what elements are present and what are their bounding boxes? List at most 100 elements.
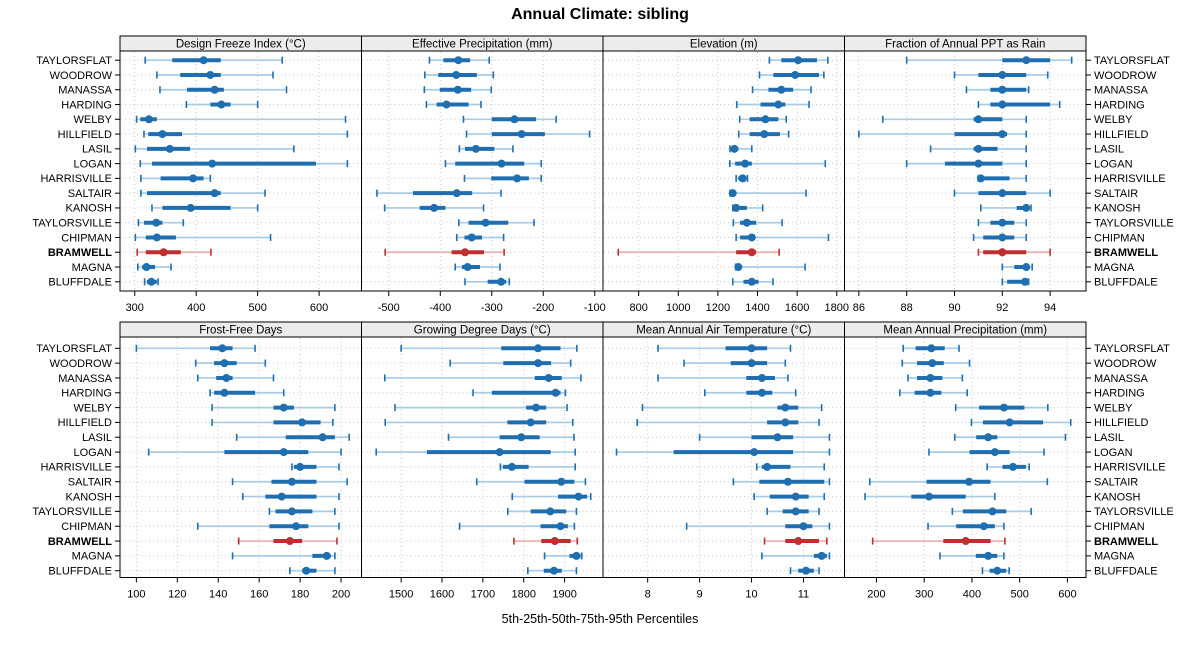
row-label-right: LOGAN xyxy=(1094,447,1133,459)
median-dot xyxy=(556,522,565,531)
median-dot xyxy=(730,144,739,153)
row-label-left: HILLFIELD xyxy=(58,417,112,429)
interval-harrisville xyxy=(986,462,1031,471)
interval-bluffdale xyxy=(789,566,820,575)
interval-woodrow xyxy=(156,70,274,79)
row-label-left: LOGAN xyxy=(73,447,112,459)
median-dot xyxy=(208,159,217,168)
median-dot xyxy=(544,373,553,382)
median-dot xyxy=(998,218,1007,227)
median-dot xyxy=(442,100,451,109)
median-dot xyxy=(794,56,803,65)
interval-taylorsville xyxy=(977,218,1028,227)
interval-taylorsflat xyxy=(657,344,792,353)
x-tick-label: 11 xyxy=(798,589,809,601)
x-tick-label: 92 xyxy=(996,302,1008,314)
row-label-right: KANOSH xyxy=(1094,203,1141,215)
interval-bramwell xyxy=(237,537,338,546)
row-label-right: LOGAN xyxy=(1094,158,1133,170)
row-label-right: LASIL xyxy=(1094,144,1124,156)
median-dot xyxy=(210,189,219,198)
interval-saltair xyxy=(728,189,807,198)
interval-woodrow xyxy=(683,359,787,368)
median-dot xyxy=(152,218,161,227)
row-label-right: HARRISVILLE xyxy=(1094,173,1166,185)
median-dot xyxy=(802,566,811,575)
row-label-left: WELBY xyxy=(73,114,112,126)
median-dot xyxy=(998,189,1007,198)
interval-harrisville xyxy=(291,462,340,471)
median-dot xyxy=(990,448,999,457)
x-tick-label: 500 xyxy=(1010,589,1028,601)
x-tick-label: 1800 xyxy=(511,589,535,601)
row-label-left: HILLFIELD xyxy=(58,129,112,141)
interval-magna xyxy=(231,551,336,560)
interval-bluffdale xyxy=(143,277,159,286)
x-tick-label: 500 xyxy=(248,302,266,314)
interval-taylorsflat xyxy=(135,344,256,353)
interval-bluffdale xyxy=(731,277,774,286)
median-dot xyxy=(747,359,756,368)
x-tick-label: 94 xyxy=(1044,302,1056,314)
x-tick-label: 9 xyxy=(697,589,703,601)
interval-taylorsflat xyxy=(902,344,960,353)
median-dot xyxy=(761,115,770,124)
median-dot xyxy=(292,522,301,531)
median-dot xyxy=(189,174,198,183)
strip-title-fraction-annual-ppt-rain: Fraction of Annual PPT as Rain xyxy=(885,39,1045,51)
interval-logan xyxy=(444,159,543,168)
x-tick-label: 160 xyxy=(250,589,268,601)
x-tick-label: 140 xyxy=(209,589,227,601)
row-label-right: CHIPMAN xyxy=(1094,521,1145,533)
interval-hillfield xyxy=(465,130,591,139)
interval-taylorsflat xyxy=(400,344,578,353)
median-dot xyxy=(557,477,566,486)
interval-chipman xyxy=(972,233,1028,242)
panel-mean-annual-air-temperature: Mean Annual Air Temperature (°C) 8 9 10 11 xyxy=(602,321,845,601)
median-dot xyxy=(794,537,803,546)
x-tick-label: 200 xyxy=(867,589,885,601)
interval-harding xyxy=(977,100,1061,109)
x-tick-label: 1600 xyxy=(430,589,454,601)
row-label-left: TAYLORSVILLE xyxy=(32,218,112,230)
interval-chipman xyxy=(685,522,831,531)
row-label-left: BRAMWELL xyxy=(48,536,112,548)
row-label-left: TAYLORSFLAT xyxy=(36,55,112,67)
median-dot xyxy=(781,403,790,412)
median-dot xyxy=(757,373,766,382)
panel-box xyxy=(361,336,604,578)
x-tick-label: 1700 xyxy=(471,589,495,601)
median-dot xyxy=(287,507,296,516)
panel-mean-annual-precipitation: Mean Annual Precipitation (mm) 200 300 400 5… xyxy=(844,321,1087,601)
row-label-right: SALTAIR xyxy=(1094,477,1138,489)
median-dot xyxy=(279,403,288,412)
median-dot xyxy=(152,233,161,242)
row-label-left: BRAMWELL xyxy=(48,247,112,259)
row-label-right: HILLFIELD xyxy=(1094,129,1148,141)
interval-taylorsflat xyxy=(428,56,491,65)
median-dot xyxy=(961,537,970,546)
interval-logan xyxy=(147,448,342,457)
interval-manassa xyxy=(907,373,964,382)
median-dot xyxy=(222,373,231,382)
median-dot xyxy=(763,462,772,471)
interval-bramwell xyxy=(136,248,212,257)
row-label-left: WELBY xyxy=(73,402,112,414)
interval-taylorsville xyxy=(951,507,1032,516)
x-tick-label: 1800 xyxy=(825,302,849,314)
median-dot xyxy=(999,403,1008,412)
row-label-right: HARDING xyxy=(1094,99,1145,111)
interval-saltair xyxy=(140,189,266,198)
interval-hillfield xyxy=(384,418,574,427)
interval-magna xyxy=(939,551,1005,560)
row-label-left: HARDING xyxy=(61,99,112,111)
median-dot xyxy=(734,263,743,272)
interval-chipman xyxy=(134,233,272,242)
median-dot xyxy=(791,70,800,79)
median-dot xyxy=(998,85,1007,94)
median-dot xyxy=(757,388,766,397)
row-label-left: MAGNA xyxy=(72,262,113,274)
interval-manassa xyxy=(965,85,1030,94)
x-tick-label: -300 xyxy=(481,302,503,314)
